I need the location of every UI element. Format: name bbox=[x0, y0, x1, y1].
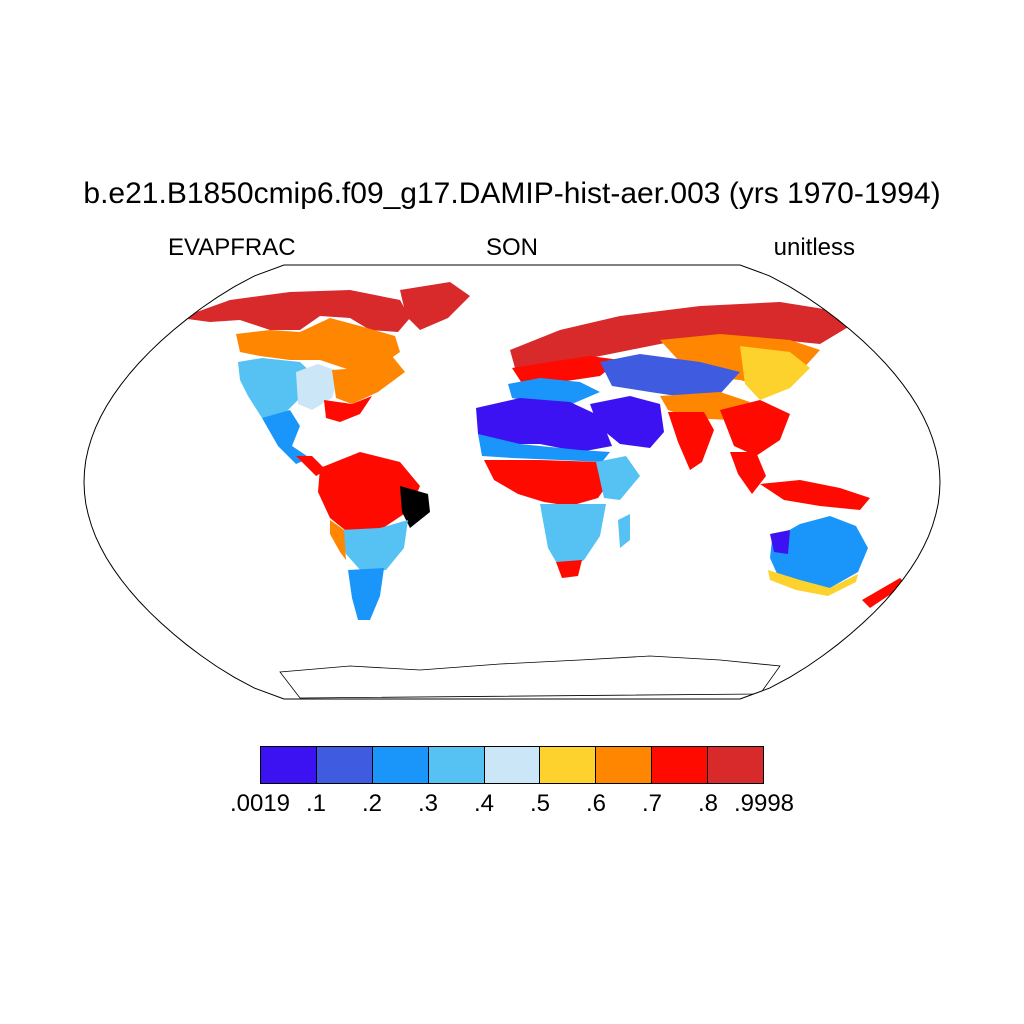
land-south-africa-tip bbox=[556, 560, 582, 578]
land-australia-rim bbox=[768, 570, 858, 596]
land-eurasia-north bbox=[510, 302, 850, 370]
land-east-africa bbox=[596, 456, 640, 500]
land-antarctica bbox=[279, 655, 781, 699]
colorbar-swatch bbox=[260, 746, 317, 784]
colorbar-swatch bbox=[315, 746, 373, 784]
colorbar-tick-label: .9998 bbox=[733, 790, 795, 817]
land-southeast-asia bbox=[730, 452, 766, 494]
land-madagascar bbox=[618, 514, 630, 548]
land-north-america-plains bbox=[296, 364, 340, 410]
land-south-america-north bbox=[318, 452, 420, 534]
colorbar-tick-label: .5 bbox=[529, 790, 551, 817]
colorbar-tick-label: .0019 bbox=[229, 790, 291, 817]
map-boundary bbox=[83, 264, 941, 700]
colorbar-swatch bbox=[539, 746, 597, 784]
land-australia-west bbox=[770, 530, 790, 554]
land-siberia-east bbox=[740, 346, 810, 400]
land-north-america-north bbox=[180, 290, 410, 332]
land-south-america-west bbox=[330, 520, 346, 560]
land-central-africa bbox=[484, 460, 612, 506]
land-australia bbox=[770, 516, 868, 588]
right-string: unitless bbox=[773, 234, 855, 261]
map-fill-layer bbox=[180, 282, 906, 699]
colorbar-swatch bbox=[427, 746, 485, 784]
land-india bbox=[668, 412, 714, 470]
colorbar bbox=[260, 746, 765, 784]
land-north-america-boreal bbox=[236, 318, 400, 370]
colorbar-tick-label: .8 bbox=[697, 790, 719, 817]
colorbar-tick-label: .2 bbox=[361, 790, 383, 817]
land-middle-east bbox=[590, 396, 664, 448]
land-north-america-east bbox=[332, 356, 405, 404]
land-mexico bbox=[262, 410, 310, 464]
land-north-america-west bbox=[238, 358, 315, 420]
land-north-america-southeast bbox=[324, 396, 372, 422]
land-new-zealand bbox=[862, 578, 906, 608]
land-sahara bbox=[476, 398, 612, 452]
land-central-america bbox=[296, 456, 326, 476]
colorbar-tick-label: .6 bbox=[585, 790, 607, 817]
land-mediterranean bbox=[508, 378, 600, 404]
land-south-america-east bbox=[400, 486, 430, 528]
land-china-east bbox=[720, 400, 790, 456]
left-string: EVAPFRAC bbox=[168, 234, 296, 261]
land-sahel bbox=[478, 434, 610, 462]
colorbar-swatch bbox=[483, 746, 541, 784]
land-south-america-south bbox=[348, 568, 384, 620]
plot-title: b.e21.B1850cmip6.f09_g17.DAMIP-hist-aer.… bbox=[83, 177, 941, 210]
colorbar-tick-label: .4 bbox=[473, 790, 495, 817]
colorbar-tick-label: .3 bbox=[417, 790, 439, 817]
colorbar-swatch bbox=[707, 746, 765, 784]
colorbar-swatch bbox=[371, 746, 429, 784]
colorbar-swatch bbox=[651, 746, 709, 784]
land-southern-africa bbox=[540, 504, 606, 572]
land-south-america-center bbox=[340, 520, 408, 572]
colorbar-swatch bbox=[595, 746, 653, 784]
land-greenland bbox=[400, 282, 470, 330]
colorbar-tick-label: .7 bbox=[641, 790, 663, 817]
land-maritime-continent bbox=[760, 480, 870, 510]
center-string: SON bbox=[485, 234, 538, 261]
land-central-asia bbox=[600, 354, 740, 398]
colorbar-tick-label: .1 bbox=[305, 790, 327, 817]
